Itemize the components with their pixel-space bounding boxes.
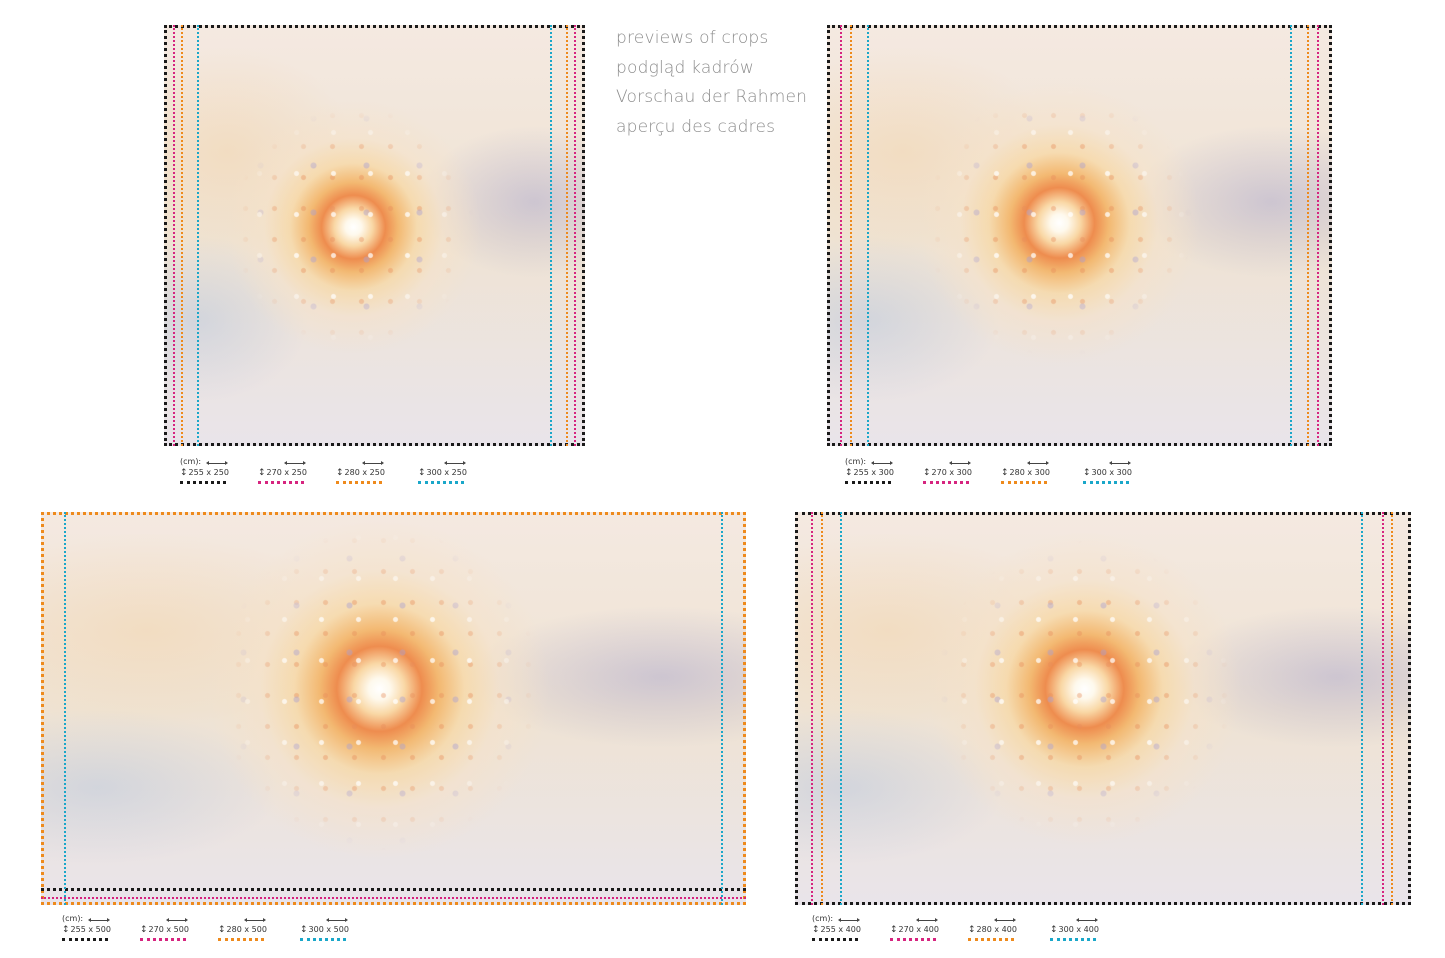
crop-preview-400 xyxy=(795,512,1411,905)
crop-frame-270 xyxy=(173,25,576,446)
legend-500: (cm): ↕255 x 500 ↕270 x 500 ↕280 x 500 ↕… xyxy=(62,914,378,941)
legend-400: (cm): ↕255 x 400 ↕270 x 400 ↕280 x 400 ↕… xyxy=(812,914,1128,941)
crop-frame-300 xyxy=(867,25,1292,446)
crop-preview-500 xyxy=(41,512,746,905)
legend-item-300: ↕300 x 500 xyxy=(300,918,378,941)
crop-frame-255 xyxy=(41,512,746,891)
legend-item-300: ↕300 x 300 xyxy=(1083,461,1161,484)
crop-frame-280 xyxy=(850,25,1309,446)
legend-item-255: ↕255 x 400 xyxy=(812,918,890,941)
legend-item-280: ↕280 x 250 xyxy=(336,461,418,484)
crop-frame-300 xyxy=(840,512,1363,905)
crop-preview-250 xyxy=(164,25,585,446)
artwork-texture xyxy=(827,25,1332,446)
legend-item-270: ↕270 x 300 xyxy=(923,461,1001,484)
crop-preview-300 xyxy=(827,25,1332,446)
crop-frame-300 xyxy=(197,25,552,446)
legend-item-270: ↕270 x 400 xyxy=(890,918,968,941)
artwork-texture xyxy=(795,512,1411,905)
crop-frame-255 xyxy=(795,512,1411,905)
crop-frame-270 xyxy=(41,512,746,899)
legend-item-255: ↕255 x 500 xyxy=(62,918,140,941)
crop-frame-270 xyxy=(840,25,1319,446)
crop-frame-255 xyxy=(164,25,585,446)
title-line-pl: podgląd kadrów xyxy=(616,57,754,78)
legend-item-255: ↕255 x 250 xyxy=(180,461,258,484)
legend-item-280: ↕280 x 300 xyxy=(1001,461,1083,484)
legend-item-255: ↕255 x 300 xyxy=(845,461,923,484)
legend-item-300: ↕300 x 250 xyxy=(418,461,496,484)
legend-300: (cm): ↕255 x 300 ↕270 x 300 ↕280 x 300 ↕… xyxy=(845,457,1161,484)
legend-item-270: ↕270 x 250 xyxy=(258,461,336,484)
legend-item-280: ↕280 x 500 xyxy=(218,918,300,941)
legend-item-270: ↕270 x 500 xyxy=(140,918,218,941)
title-block: previews of crops podgląd kadrów Vorscha… xyxy=(616,24,876,142)
crop-frame-280 xyxy=(821,512,1393,905)
crop-frame-300 xyxy=(64,512,723,905)
artwork-texture xyxy=(164,25,585,446)
title-line-de: Vorschau der Rahmen xyxy=(616,87,808,107)
crop-frame-255 xyxy=(827,25,1332,446)
unit-label: (cm): xyxy=(180,457,202,466)
legend-item-280: ↕280 x 400 xyxy=(968,918,1050,941)
unit-label: (cm): xyxy=(845,457,867,466)
legend-item-300: ↕300 x 400 xyxy=(1050,918,1128,941)
unit-label: (cm): xyxy=(62,914,84,923)
unit-label: (cm): xyxy=(812,914,834,923)
title-line-fr: aperçu des cadres xyxy=(616,116,776,137)
crop-frame-280 xyxy=(41,512,746,905)
crop-frame-280 xyxy=(181,25,568,446)
legend-250: (cm): ↕255 x 250 ↕270 x 250 ↕280 x 250 ↕… xyxy=(180,457,496,484)
title-line-en: previews of crops xyxy=(616,28,769,48)
crop-frame-270 xyxy=(811,512,1384,905)
artwork-texture xyxy=(41,512,746,905)
